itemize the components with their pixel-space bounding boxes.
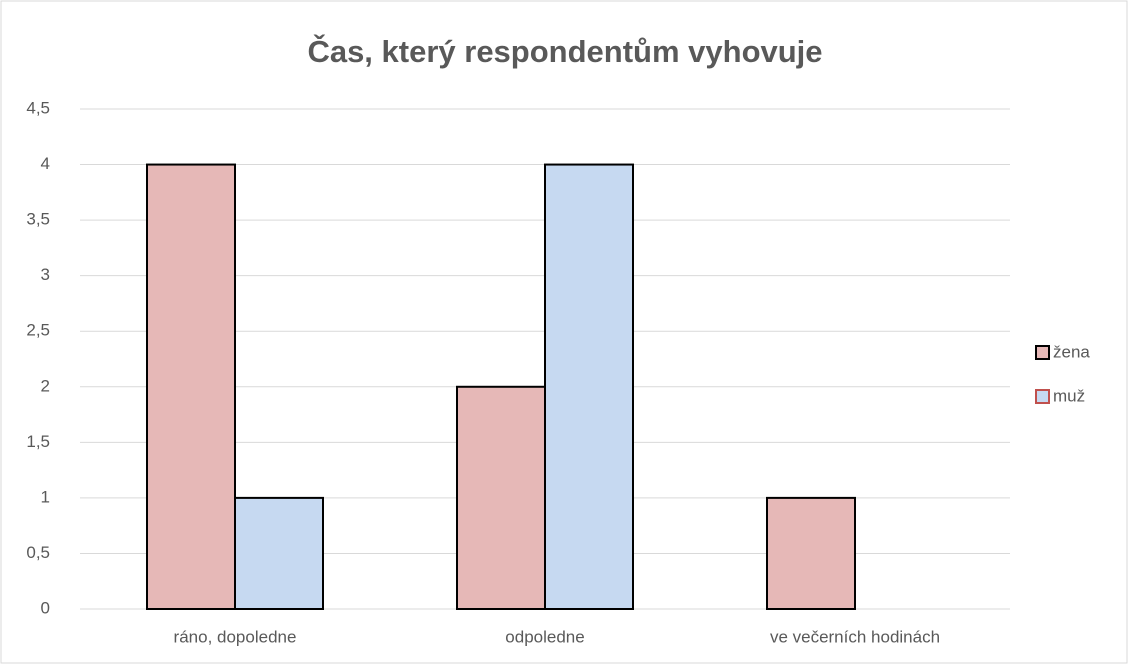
y-tick-label: 4,5 <box>26 98 50 117</box>
legend-swatch <box>1035 345 1050 360</box>
legend-label: žena <box>1053 342 1090 361</box>
chart-title: Čas, který respondentům vyhovuje <box>307 33 822 69</box>
x-tick-label: ráno, dopoledne <box>174 627 297 646</box>
bar <box>544 163 634 611</box>
y-tick-label: 3,5 <box>26 210 50 229</box>
y-tick-label: 4 <box>41 154 50 173</box>
x-tick-label: odpoledne <box>505 627 584 646</box>
y-tick-label: 3 <box>41 265 50 284</box>
legend-label: muž <box>1053 386 1085 405</box>
bar <box>146 163 236 611</box>
bar <box>456 385 546 610</box>
y-tick-label: 0 <box>41 598 50 617</box>
bar <box>234 496 324 610</box>
legend-swatch <box>1035 389 1050 404</box>
x-tick-label: ve večerních hodinách <box>770 627 940 646</box>
bar <box>766 496 856 610</box>
y-tick-label: 2 <box>41 376 50 395</box>
y-tick-label: 0,5 <box>26 543 50 562</box>
y-tick-label: 1,5 <box>26 432 50 451</box>
y-tick-label: 1 <box>41 487 50 506</box>
y-tick-label: 2,5 <box>26 321 50 340</box>
